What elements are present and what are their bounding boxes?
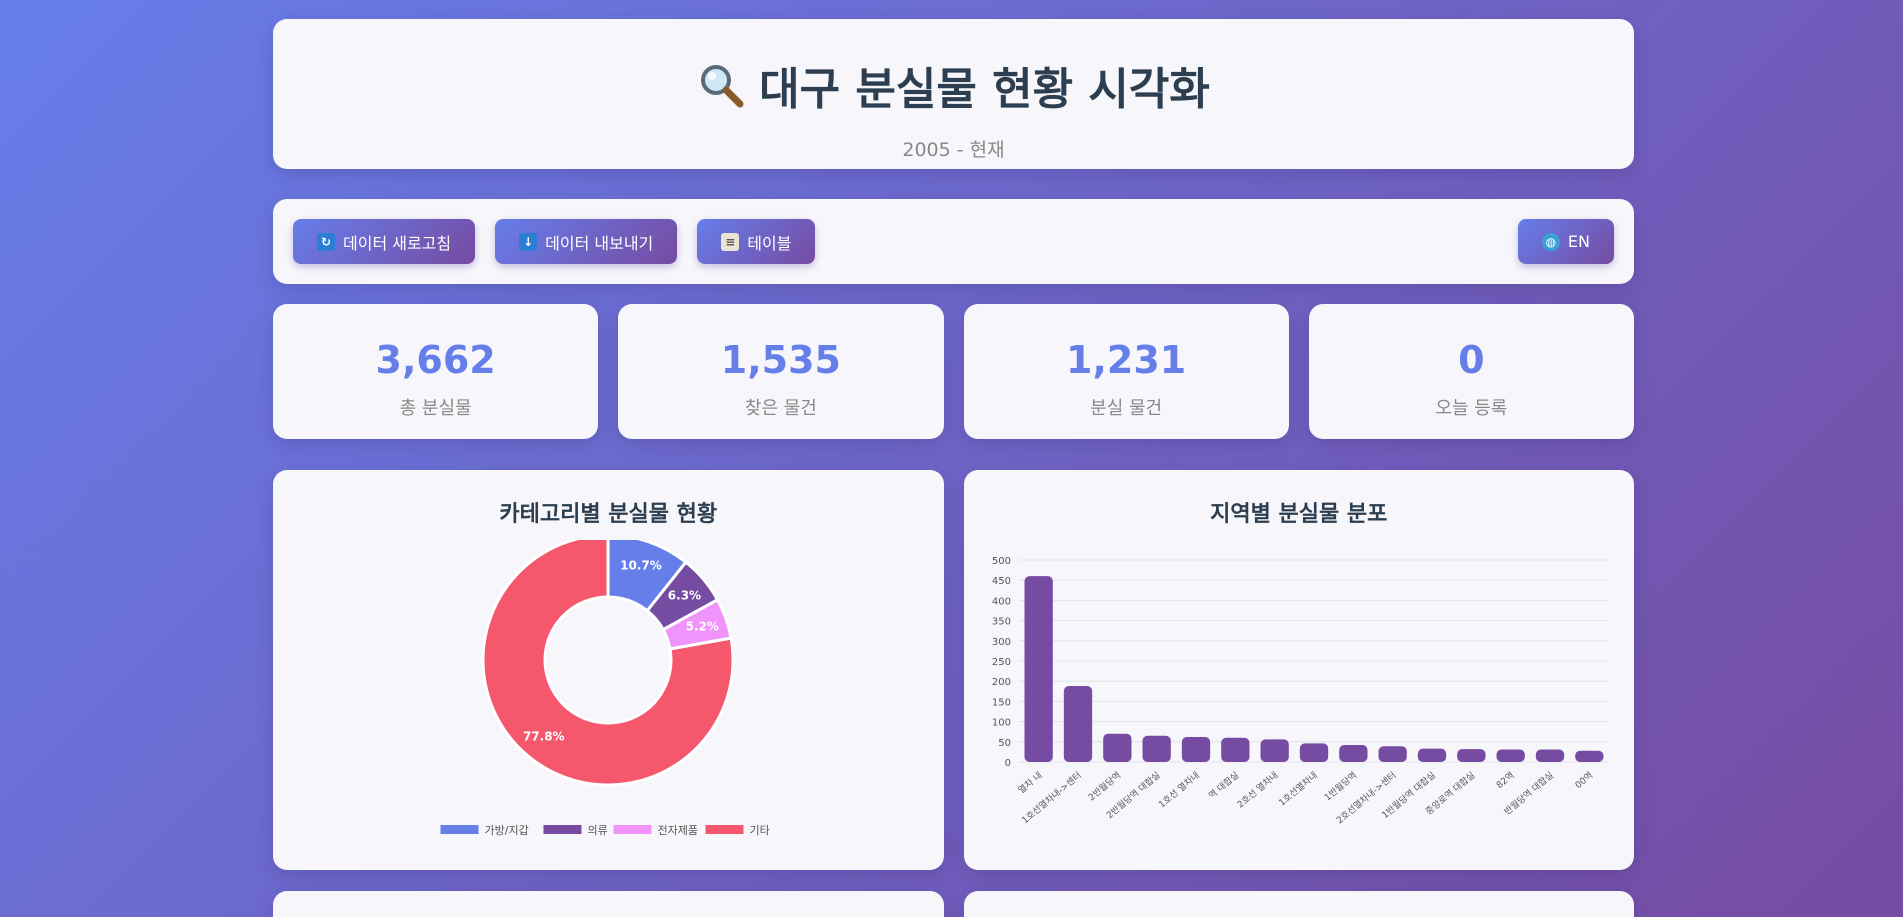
export-data-label: 데이터 내보내기 [545, 233, 654, 253]
bar[interactable] [1260, 739, 1289, 762]
globe-icon: ◍ [1541, 232, 1560, 251]
region-chart-card: 지역별 분실물 분포 0 50 100 150 200 250 300 350 400 450 50… [963, 470, 1634, 870]
pie-slice-label: 10.7% [620, 559, 662, 573]
x-tick-label: 1호선 열차내 [1155, 769, 1201, 810]
y-tick-label: 250 [991, 657, 1010, 668]
legend-label[interactable]: 의류 [588, 824, 608, 837]
stat-label: 찾은 물건 [744, 398, 817, 419]
y-tick-label: 50 [998, 738, 1011, 749]
category-chart-title: 카테고리별 분실물 현황 [499, 502, 718, 527]
x-tick-label: 82역 [1494, 770, 1516, 791]
legend-label[interactable]: 가방/지갑 [485, 824, 529, 837]
stat-value: 1,231 [1066, 338, 1187, 382]
clipboard-icon: ≡ [721, 232, 740, 251]
y-tick-label: 400 [991, 596, 1010, 607]
stat-label: 총 분실물 [399, 398, 472, 419]
page-title-text: 대구 분실물 현황 시각화 [759, 64, 1210, 115]
language-label: EN [1567, 232, 1590, 251]
magnifier-icon [701, 65, 744, 108]
stat-value: 0 [1458, 338, 1485, 382]
refresh-data-button[interactable]: ↻ 데이터 새로고침 [293, 219, 476, 264]
refresh-data-label: 데이터 새로고침 [343, 233, 452, 253]
stat-label: 분실 물건 [1090, 398, 1163, 419]
lower-row [273, 891, 1634, 917]
bar[interactable] [1338, 745, 1367, 762]
pie-slice-label: 5.2% [686, 620, 719, 634]
legend-label[interactable]: 기타 [750, 824, 770, 837]
region-bar-chart: 0 50 100 150 200 250 300 350 400 450 500 열차 내 1호선열차내… [991, 556, 1609, 826]
x-tick-label: 1호선열차내 [1276, 769, 1320, 808]
bar[interactable] [1378, 746, 1407, 762]
stat-card-found: 1,535 찾은 물건 [618, 304, 944, 439]
bar[interactable] [1417, 748, 1446, 762]
page-subtitle: 2005 - 현재 [902, 139, 1005, 161]
language-toggle-button[interactable]: ◍ EN [1517, 219, 1614, 264]
legend-label[interactable]: 전자제품 [658, 824, 698, 837]
stat-card-lost: 1,231 분실 물건 [963, 304, 1289, 439]
bar[interactable] [1063, 686, 1092, 762]
x-tick-label: 역 대합실 [1206, 770, 1241, 802]
legend-swatch[interactable] [440, 825, 479, 834]
stat-card-today: 0 오늘 등록 [1308, 304, 1634, 439]
bar[interactable] [1024, 576, 1053, 762]
download-icon: ↓ [519, 232, 538, 251]
pie-slice[interactable] [481, 540, 735, 787]
y-tick-label: 150 [991, 697, 1010, 708]
x-tick-label: 2호선 열차내 [1234, 769, 1280, 810]
y-tick-label: 0 [1004, 758, 1010, 769]
table-label: 테이블 [747, 233, 792, 253]
bar[interactable] [1102, 733, 1131, 762]
stat-card-total: 3,662 총 분실물 [273, 304, 599, 439]
y-tick-label: 450 [991, 576, 1010, 587]
table-button[interactable]: ≡ 테이블 [697, 219, 816, 264]
x-tick-label: 00역 [1573, 770, 1595, 791]
y-tick-label: 500 [991, 556, 1010, 567]
charts-row: 카테고리별 분실물 현황 10.7% 6.3% 5.2% 77.8% 가방/지갑 의류 전자… [273, 470, 1634, 870]
stat-value: 1,535 [720, 338, 841, 382]
pie-slice-label: 6.3% [668, 589, 701, 603]
stat-value: 3,662 [375, 338, 496, 382]
lower-card-right [963, 891, 1634, 917]
x-tick-label: 1반월당역 [1321, 769, 1358, 803]
bar[interactable] [1220, 737, 1249, 762]
region-chart-title: 지역별 분실물 분포 [1210, 502, 1388, 527]
x-tick-label: 2반월당역 [1085, 769, 1122, 803]
category-donut-chart: 10.7% 6.3% 5.2% 77.8% 가방/지갑 의류 전자제품 기타 [440, 540, 770, 837]
y-tick-label: 100 [991, 718, 1010, 729]
y-tick-label: 200 [991, 677, 1010, 688]
bar[interactable] [1574, 750, 1603, 762]
x-tick-label: 열차 내 [1015, 769, 1044, 796]
category-chart-card: 카테고리별 분실물 현황 10.7% 6.3% 5.2% 77.8% 가방/지갑 의류 전자… [273, 470, 944, 870]
toolbar: ↻ 데이터 새로고침 ↓ 데이터 내보내기 ≡ 테이블 ◍ EN [273, 199, 1634, 284]
legend-swatch[interactable] [613, 825, 652, 834]
legend-swatch[interactable] [543, 825, 582, 834]
bar[interactable] [1299, 743, 1328, 762]
lower-card-left [273, 891, 944, 917]
y-tick-label: 350 [991, 617, 1010, 628]
stat-label: 오늘 등록 [1435, 398, 1508, 419]
bar[interactable] [1181, 736, 1210, 762]
bar[interactable] [1535, 749, 1564, 762]
export-data-button[interactable]: ↓ 데이터 내보내기 [495, 219, 678, 264]
stats-row: 3,662 총 분실물 1,535 찾은 물건 1,231 분실 물건 0 오늘… [273, 304, 1634, 439]
bar[interactable] [1142, 735, 1171, 762]
y-tick-label: 300 [991, 637, 1010, 648]
page-title: 대구 분실물 현황 시각화 [273, 53, 1634, 117]
legend-swatch[interactable] [705, 825, 744, 834]
header-card: 대구 분실물 현황 시각화 2005 - 현재 [273, 19, 1634, 169]
pie-slice-label: 77.8% [523, 730, 565, 744]
bar[interactable] [1496, 749, 1525, 762]
refresh-icon: ↻ [317, 232, 335, 251]
bar[interactable] [1456, 749, 1485, 762]
